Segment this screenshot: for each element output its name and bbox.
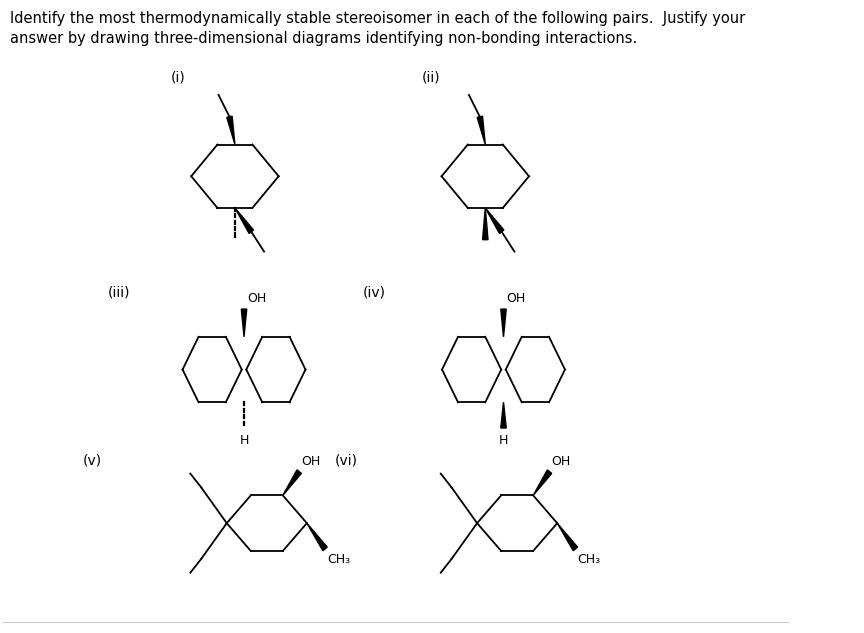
Text: CH₃: CH₃	[577, 553, 600, 566]
Text: (i): (i)	[171, 70, 186, 84]
Text: Identify the most thermodynamically stable stereoisomer in each of the following: Identify the most thermodynamically stab…	[10, 11, 746, 26]
Text: OH: OH	[301, 454, 321, 468]
Text: OH: OH	[551, 454, 570, 468]
Polygon shape	[501, 309, 506, 337]
Polygon shape	[226, 116, 235, 144]
Polygon shape	[486, 208, 504, 234]
Polygon shape	[501, 402, 506, 428]
Text: (ii): (ii)	[422, 70, 440, 84]
Polygon shape	[241, 309, 247, 337]
Polygon shape	[307, 523, 327, 551]
Text: (iii): (iii)	[107, 285, 130, 299]
Polygon shape	[557, 523, 578, 551]
Polygon shape	[477, 116, 486, 144]
Text: (vi): (vi)	[335, 454, 358, 468]
Text: H: H	[239, 434, 249, 447]
Text: OH: OH	[506, 292, 525, 305]
Polygon shape	[533, 470, 552, 496]
Polygon shape	[283, 470, 302, 496]
Text: answer by drawing three-dimensional diagrams identifying non-bonding interaction: answer by drawing three-dimensional diag…	[10, 30, 638, 46]
Text: (iv): (iv)	[362, 285, 385, 299]
Text: H: H	[499, 434, 508, 447]
Text: (v): (v)	[83, 454, 102, 468]
Polygon shape	[483, 208, 488, 240]
Text: OH: OH	[247, 292, 266, 305]
Polygon shape	[235, 208, 253, 234]
Text: CH₃: CH₃	[327, 553, 350, 566]
